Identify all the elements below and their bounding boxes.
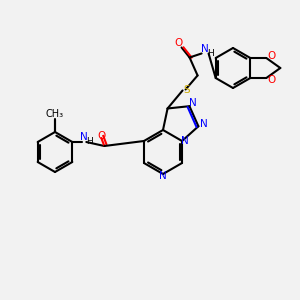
Text: N: N [80, 132, 88, 142]
Text: O: O [97, 131, 105, 141]
Text: H: H [86, 137, 93, 146]
Text: N: N [189, 98, 196, 108]
Text: N: N [201, 44, 208, 55]
Text: O: O [267, 51, 275, 61]
Text: O: O [174, 38, 183, 49]
Text: N: N [181, 136, 189, 146]
Text: O: O [267, 75, 275, 85]
Text: S: S [183, 85, 190, 95]
Text: CH₃: CH₃ [46, 109, 64, 119]
Text: H: H [207, 49, 214, 58]
Text: N: N [200, 119, 207, 129]
Text: N: N [159, 171, 167, 181]
